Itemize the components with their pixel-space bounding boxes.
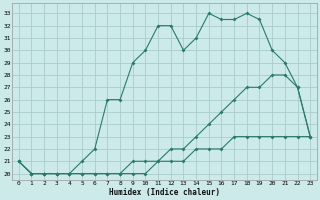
X-axis label: Humidex (Indice chaleur): Humidex (Indice chaleur) [109, 188, 220, 197]
